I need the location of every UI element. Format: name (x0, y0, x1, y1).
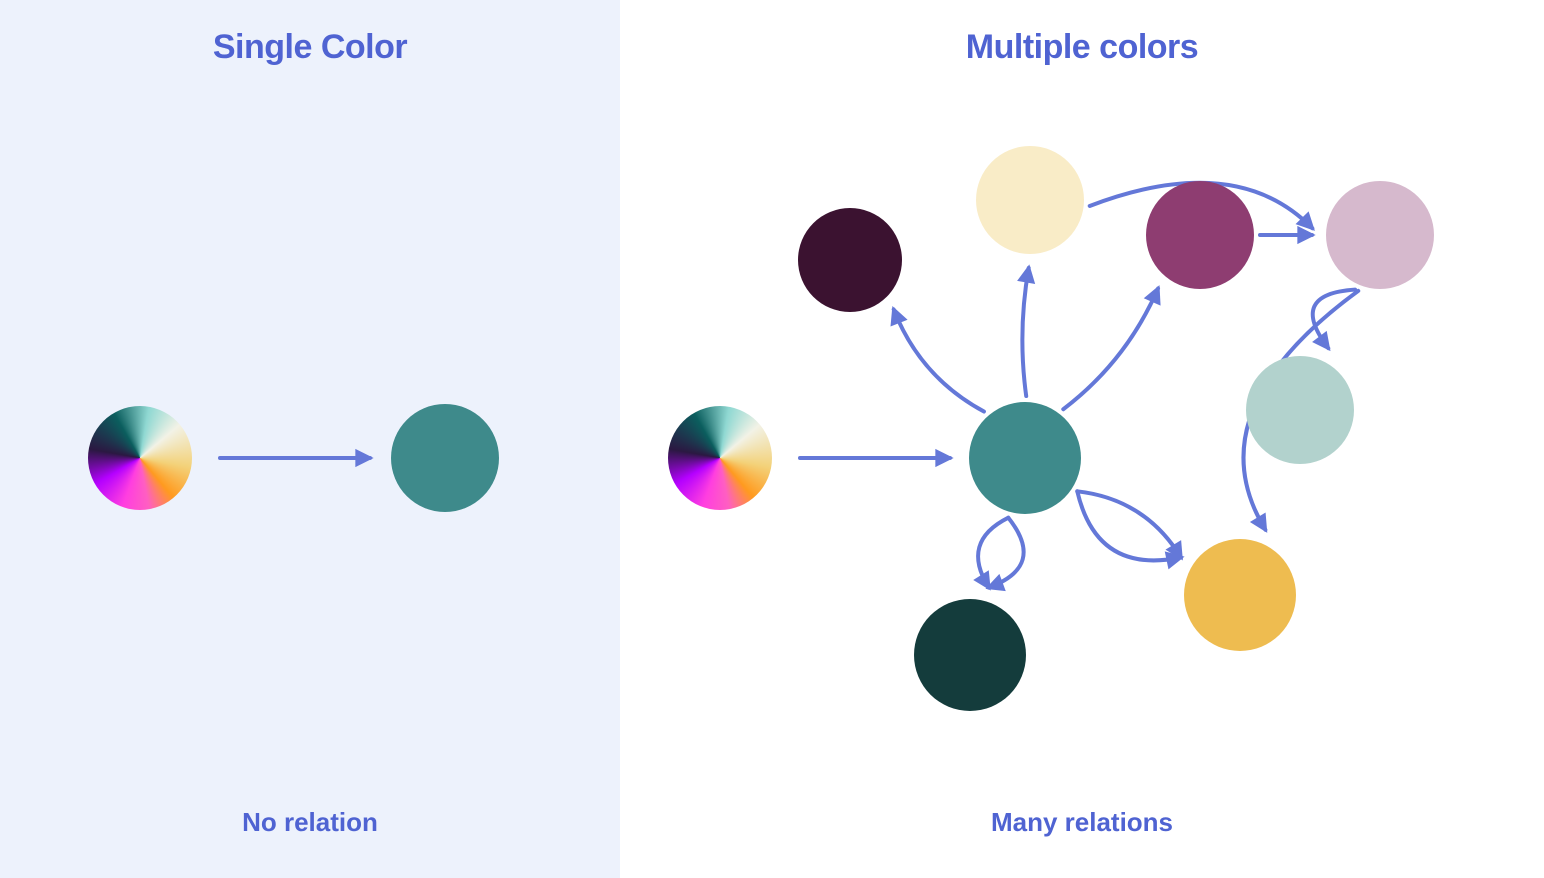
multiple-colors-caption: Many relations (620, 807, 1544, 838)
single-color-diagram (0, 0, 620, 878)
diagram-container: Single Color No relation Multiple colors… (0, 0, 1544, 878)
single-color-panel: Single Color No relation (0, 0, 620, 878)
multiple-colors-diagram (620, 0, 1544, 878)
single-color-caption: No relation (0, 807, 620, 838)
multiple-colors-panel: Multiple colors Many relations (620, 0, 1544, 878)
